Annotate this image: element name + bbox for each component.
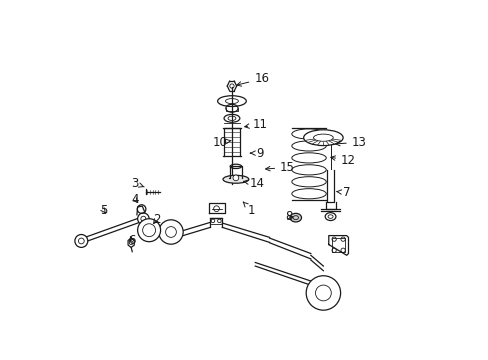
Text: 14: 14 — [243, 177, 264, 190]
Ellipse shape — [223, 175, 248, 183]
Text: 8: 8 — [285, 211, 292, 224]
Circle shape — [159, 220, 183, 244]
Circle shape — [305, 276, 340, 310]
Text: 13: 13 — [335, 136, 366, 149]
Text: 10: 10 — [213, 136, 230, 149]
Ellipse shape — [313, 134, 333, 141]
Ellipse shape — [289, 213, 301, 222]
Circle shape — [75, 234, 88, 247]
Text: 3: 3 — [131, 177, 144, 190]
Ellipse shape — [303, 130, 343, 145]
Text: 11: 11 — [244, 118, 267, 131]
Text: 1: 1 — [243, 202, 255, 217]
Circle shape — [137, 213, 149, 225]
Circle shape — [233, 175, 238, 181]
Text: 16: 16 — [236, 72, 269, 86]
Circle shape — [137, 219, 160, 242]
Text: 6: 6 — [127, 234, 135, 247]
Text: 9: 9 — [250, 147, 263, 159]
Text: 12: 12 — [330, 154, 355, 167]
Text: 15: 15 — [265, 161, 294, 174]
Text: 2: 2 — [153, 213, 160, 226]
Text: 4: 4 — [131, 193, 139, 206]
Text: 7: 7 — [336, 186, 350, 199]
Text: 5: 5 — [100, 204, 107, 217]
